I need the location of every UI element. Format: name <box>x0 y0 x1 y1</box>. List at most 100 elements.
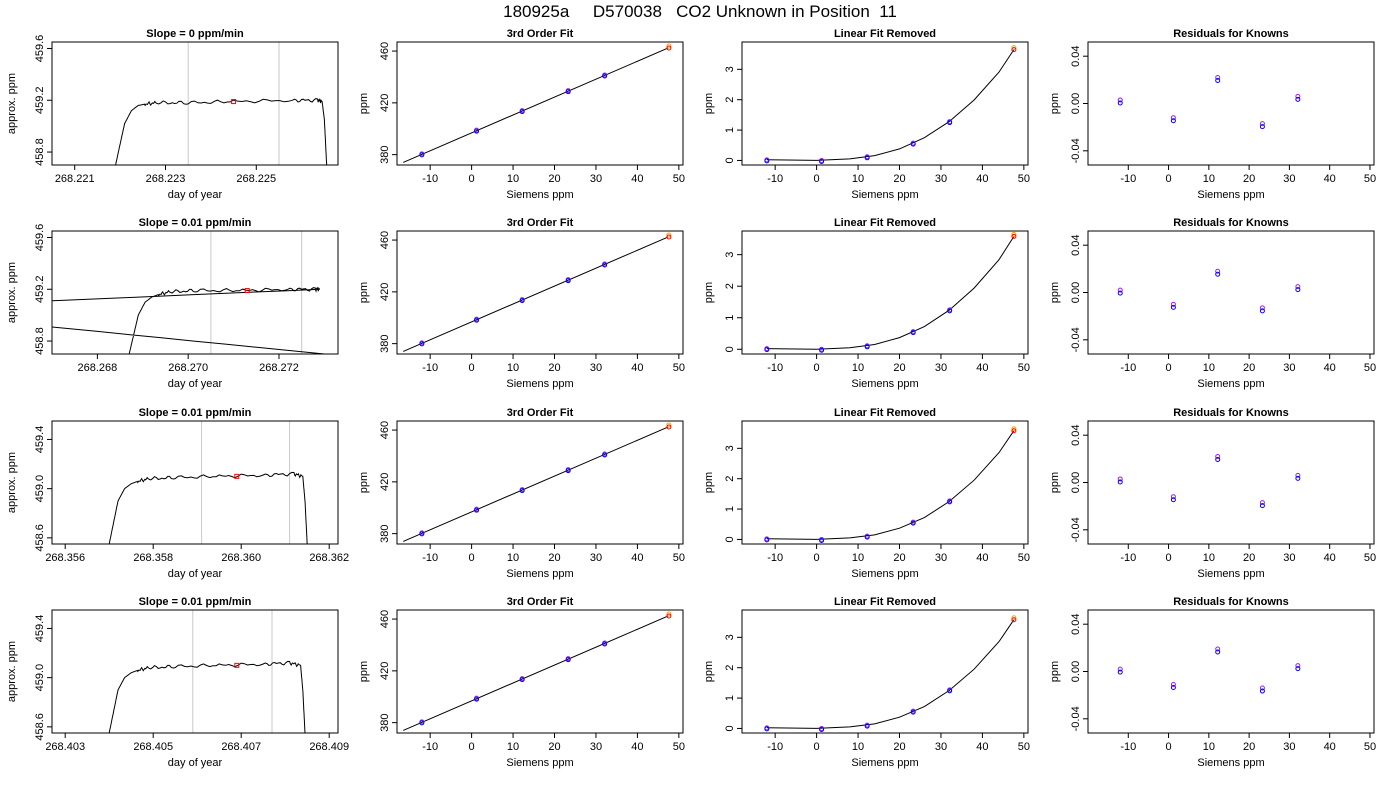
known-point <box>1215 268 1221 274</box>
known-point-alt <box>819 726 825 732</box>
y-axis-label: approx. ppm <box>6 452 18 513</box>
known-point <box>1117 287 1123 293</box>
x-tick-label: 10 <box>507 552 519 564</box>
x-axis-label: day of year <box>168 757 223 769</box>
known-point-alt <box>565 89 571 95</box>
known-point-alt <box>819 537 825 543</box>
y-axis-label: ppm <box>703 282 715 303</box>
x-tick-label: 50 <box>1018 173 1030 185</box>
known-point <box>1170 115 1176 121</box>
panel-title: Linear Fit Removed <box>834 28 936 40</box>
time-trace <box>52 286 325 354</box>
x-tick-label: 0 <box>469 552 475 564</box>
y-axis-label: ppm <box>358 472 370 493</box>
x-tick-label: 20 <box>893 741 905 753</box>
x-tick-label: 20 <box>893 173 905 185</box>
x-tick-label: 30 <box>590 741 602 753</box>
mean-marker <box>231 99 237 105</box>
known-point-alt <box>1117 100 1123 106</box>
x-tick-label: 268.409 <box>309 741 349 753</box>
known-point-alt <box>1215 271 1221 277</box>
y-tick-label: 380 <box>379 713 391 731</box>
plot-frame <box>51 230 339 355</box>
y-tick-label: 2 <box>724 97 736 103</box>
unknown-point <box>1011 617 1017 623</box>
plot-frame <box>396 609 684 734</box>
x-tick-label: 40 <box>1324 552 1336 564</box>
y-axis-label: ppm <box>703 93 715 114</box>
mean-marker <box>234 473 240 479</box>
known-point-alt <box>474 317 480 323</box>
unknown-point-alt <box>1011 615 1017 621</box>
unknown-point <box>1011 428 1017 434</box>
plot-frame <box>396 230 684 355</box>
x-tick-label: 30 <box>935 552 947 564</box>
x-tick-label: 50 <box>673 552 685 564</box>
x-axis-label: Siemens ppm <box>506 757 573 769</box>
x-tick-label: 10 <box>852 362 864 374</box>
x-tick-label: 40 <box>976 552 988 564</box>
known-point <box>1259 121 1265 127</box>
known-point <box>1215 453 1221 459</box>
known-point <box>1117 666 1123 672</box>
known-point-alt <box>1295 666 1301 672</box>
x-tick-label: -10 <box>422 552 438 564</box>
known-point <box>1117 476 1123 482</box>
known-point-alt <box>947 120 953 126</box>
known-point-alt <box>764 347 770 353</box>
x-axis-label: Siemens ppm <box>851 189 918 201</box>
y-tick-label: 459.2 <box>34 275 46 303</box>
x-axis-label: Siemens ppm <box>1197 568 1264 580</box>
x-tick-label: 40 <box>976 741 988 753</box>
x-tick-label: 30 <box>935 173 947 185</box>
unknown-point <box>1011 47 1017 53</box>
known-point-alt <box>864 723 870 729</box>
panel-title: 3rd Order Fit <box>507 407 574 419</box>
known-point <box>1170 494 1176 500</box>
x-tick-label: -10 <box>1120 552 1136 564</box>
panel-title: Residuals for Knowns <box>1173 407 1289 419</box>
y-tick-label: 460 <box>379 421 391 439</box>
y-tick-label: 0.04 <box>1070 424 1082 445</box>
known-point-alt <box>1215 649 1221 655</box>
x-tick-label: 0 <box>469 362 475 374</box>
y-axis-label: ppm <box>703 472 715 493</box>
x-tick-label: 10 <box>1203 173 1215 185</box>
y-tick-label: 458.8 <box>34 327 46 355</box>
y-tick-label: 459.6 <box>34 224 46 252</box>
known-point-alt <box>1117 479 1123 485</box>
x-tick-label: 50 <box>1018 741 1030 753</box>
fit-curve <box>766 49 1015 161</box>
x-tick-label: 268.407 <box>221 741 261 753</box>
x-tick-label: 268.356 <box>45 552 85 564</box>
y-axis-label: ppm <box>1049 661 1061 682</box>
plot-frame <box>1087 230 1375 355</box>
known-point-alt <box>1215 77 1221 83</box>
x-tick-label: 268.405 <box>133 741 173 753</box>
y-tick-label: 459.0 <box>34 475 46 503</box>
x-tick-label: 40 <box>1324 741 1336 753</box>
known-point-alt <box>910 141 916 147</box>
known-point <box>1215 646 1221 652</box>
x-axis-label: Siemens ppm <box>1197 189 1264 201</box>
known-point-alt <box>947 308 953 314</box>
plot-frame <box>1087 420 1375 545</box>
plot-frame <box>396 41 684 166</box>
time-trace <box>108 660 306 733</box>
y-tick-label: 459.6 <box>34 35 46 63</box>
fit-line <box>403 236 669 352</box>
x-tick-label: 50 <box>1018 362 1030 374</box>
y-axis-label: ppm <box>358 661 370 682</box>
x-tick-label: 0 <box>814 173 820 185</box>
known-point-alt <box>1259 688 1265 694</box>
y-tick-label: 460 <box>379 610 391 628</box>
fit-line <box>403 47 669 163</box>
known-point-alt <box>864 534 870 540</box>
plot-frame <box>741 41 1029 166</box>
known-point <box>1259 500 1265 506</box>
panel-title: Linear Fit Removed <box>834 217 936 229</box>
known-point-alt <box>565 657 571 663</box>
x-tick-label: 40 <box>631 173 643 185</box>
y-tick-label: 0 <box>724 346 736 352</box>
